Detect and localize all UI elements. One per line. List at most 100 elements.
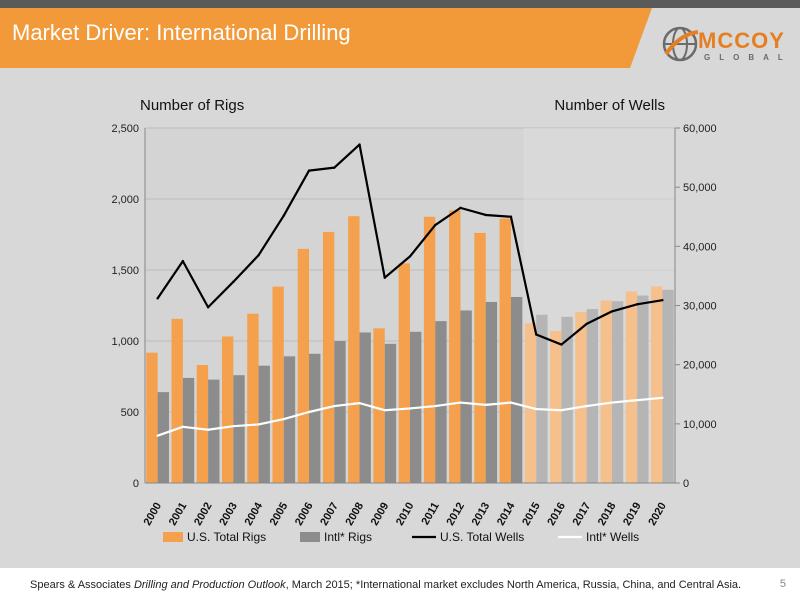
intl-rigs-bar bbox=[283, 356, 296, 483]
left-tick-label: 2,500 bbox=[111, 123, 139, 135]
us-wells-line-point bbox=[232, 280, 235, 284]
us-rigs-bar bbox=[221, 336, 234, 483]
us-rigs-bar bbox=[297, 248, 310, 483]
us-wells-line-point bbox=[635, 303, 639, 306]
x-tick-label: 2000 bbox=[142, 501, 165, 528]
us-wells-line-point bbox=[534, 333, 538, 336]
us-rigs-bar bbox=[524, 323, 537, 483]
us-wells-line-point bbox=[484, 213, 487, 217]
us-rigs-bar bbox=[146, 352, 158, 483]
right-tick-label: 40,000 bbox=[683, 241, 717, 253]
intl-rigs-bar bbox=[485, 301, 498, 483]
right-tick-label: 20,000 bbox=[683, 360, 717, 372]
logo-subtext: GLOBAL bbox=[704, 53, 792, 62]
x-tick-label: 2014 bbox=[495, 500, 518, 528]
us-rigs-bar bbox=[272, 286, 284, 483]
intl-rigs-bar bbox=[208, 379, 220, 483]
us-wells-line-point bbox=[434, 223, 437, 227]
x-tick-label: 2003 bbox=[217, 501, 240, 528]
intl-wells-line-point bbox=[257, 423, 260, 426]
intl-rigs-bar bbox=[536, 314, 548, 483]
intl-wells-line-point bbox=[484, 403, 487, 407]
intl-wells-line-point bbox=[661, 396, 664, 399]
x-tick-label: 2004 bbox=[243, 500, 266, 528]
page-number: 5 bbox=[779, 578, 786, 590]
intl-wells-line-point bbox=[232, 425, 235, 428]
left-tick-label: 0 bbox=[133, 478, 139, 490]
intl-wells-line-point bbox=[358, 401, 361, 405]
legend-intl-rigs-label: Intl* Rigs bbox=[324, 530, 372, 544]
us-rigs-bar bbox=[171, 318, 183, 483]
us-wells-line-point bbox=[282, 214, 286, 217]
us-wells-line-point bbox=[560, 343, 563, 346]
us-wells-line-point bbox=[585, 322, 588, 326]
chart-area: Number of Rigs Number of Wells 0 500 1,000… bbox=[0, 70, 800, 565]
intl-wells-line-point bbox=[156, 434, 159, 437]
right-axis-title: Number of Wells bbox=[554, 97, 665, 114]
intl-wells-line-point bbox=[282, 417, 286, 421]
x-tick-label: 2001 bbox=[167, 501, 190, 528]
intl-rigs-bar bbox=[561, 316, 573, 483]
intl-wells-line-point bbox=[635, 398, 639, 402]
intl-wells-line-point bbox=[534, 407, 538, 411]
x-tick-label: 2018 bbox=[596, 501, 619, 528]
us-rigs-bar bbox=[474, 232, 486, 483]
x-tick-label: 2009 bbox=[369, 501, 392, 528]
x-tick-label: 2015 bbox=[520, 501, 543, 528]
intl-rigs-bar bbox=[182, 377, 195, 483]
us-wells-line-point bbox=[307, 169, 311, 172]
us-wells-line-point bbox=[333, 166, 336, 169]
intl-wells-line-point bbox=[560, 409, 563, 412]
left-tick-label: 1,500 bbox=[111, 265, 139, 277]
intl-rigs-bar bbox=[359, 332, 371, 483]
intl-wells-line-point bbox=[509, 401, 513, 404]
top-strip bbox=[0, 0, 800, 8]
left-axis-title: Number of Rigs bbox=[140, 97, 244, 114]
intl-rigs-bar bbox=[157, 392, 169, 483]
legend-us-rigs-swatch bbox=[163, 532, 183, 542]
intl-wells-line-point bbox=[434, 404, 437, 408]
right-tick-label: 60,000 bbox=[683, 123, 717, 135]
intl-wells-line-point bbox=[181, 425, 185, 428]
us-wells-line-point bbox=[610, 310, 614, 313]
drilling-chart: Number of Rigs Number of Wells 0 500 1,000… bbox=[111, 97, 717, 544]
us-wells-line-point bbox=[257, 254, 260, 257]
intl-rigs-bar bbox=[460, 310, 472, 483]
x-tick-label: 2012 bbox=[444, 501, 467, 528]
x-tick-label: 2016 bbox=[545, 501, 568, 528]
x-tick-label: 2006 bbox=[293, 501, 316, 528]
x-tick-label: 2007 bbox=[318, 501, 341, 528]
intl-wells-line-point bbox=[459, 401, 462, 404]
footer: Spears & Associates Drilling and Product… bbox=[0, 568, 800, 600]
intl-wells-line-point bbox=[206, 428, 210, 431]
intl-wells-line-point bbox=[307, 410, 311, 414]
us-rigs-bar bbox=[550, 331, 562, 483]
us-rigs-bar bbox=[322, 231, 335, 483]
us-wells-line-point bbox=[509, 215, 513, 218]
intl-rigs-bar bbox=[662, 289, 674, 483]
us-rigs-bar bbox=[600, 300, 612, 483]
globe-icon bbox=[662, 26, 699, 62]
us-rigs-bar bbox=[651, 286, 663, 483]
us-wells-line-point bbox=[661, 298, 664, 302]
us-rigs-bar bbox=[575, 311, 587, 483]
us-rigs-bar bbox=[625, 291, 638, 483]
footnote-suffix: , March 2015; *International market excl… bbox=[285, 579, 742, 591]
us-rigs-bar bbox=[348, 216, 360, 483]
legend-intl-rigs-swatch bbox=[300, 532, 320, 542]
left-tick-label: 1,000 bbox=[111, 336, 139, 348]
legend: U.S. Total Rigs Intl* Rigs U.S. Total Well… bbox=[163, 530, 639, 544]
intl-rigs-bar bbox=[435, 321, 447, 483]
right-tick-label: 0 bbox=[683, 478, 689, 490]
intl-wells-line-point bbox=[610, 401, 614, 404]
x-tick-label: 2017 bbox=[571, 501, 594, 528]
intl-rigs-bar bbox=[586, 309, 599, 483]
legend-us-rigs-label: U.S. Total Rigs bbox=[187, 530, 266, 544]
us-wells-line-point bbox=[181, 259, 185, 263]
legend-us-wells-label: U.S. Total Wells bbox=[440, 530, 524, 544]
company-logo: MCCOY GLOBAL bbox=[660, 18, 790, 68]
us-wells-line-point bbox=[408, 255, 412, 258]
x-tick-label: 2008 bbox=[343, 501, 366, 528]
title-bar: Market Driver: International Drilling bbox=[0, 8, 630, 68]
left-tick-label: 2,000 bbox=[111, 194, 139, 206]
